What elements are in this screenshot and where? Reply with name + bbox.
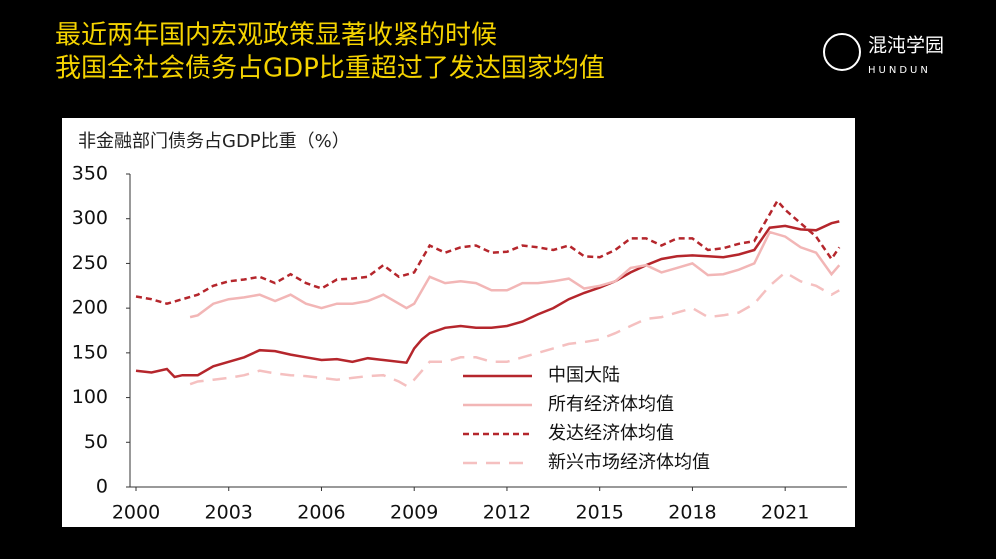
- y-tick-label: 100: [72, 386, 108, 408]
- series-line: [189, 270, 840, 388]
- x-tick-label: 2012: [483, 502, 531, 524]
- x-tick-label: 2006: [297, 502, 345, 524]
- chart-panel: [62, 118, 855, 527]
- x-tick-label: 2009: [390, 502, 438, 524]
- series-line: [189, 230, 841, 319]
- y-tick-label: 250: [72, 252, 108, 274]
- series-line: [135, 220, 840, 379]
- legend-label: 中国大陆: [548, 365, 620, 386]
- y-tick-label: 300: [72, 207, 108, 229]
- x-tick-label: 2000: [112, 502, 160, 524]
- logo-mark: [823, 33, 861, 71]
- x-tick-label: 2015: [576, 502, 624, 524]
- y-tick-label: 150: [72, 341, 108, 363]
- legend-label: 新兴市场经济体均值: [548, 452, 710, 473]
- plot: 0 50 100 150 200 250 300 350 2000 2003 2006 2009 201…: [72, 163, 847, 524]
- chart-title: 非金融部门债务占GDP比重（%）: [78, 131, 350, 152]
- y-tick-label: 350: [72, 163, 108, 185]
- logo-sub: HUNDUN: [868, 65, 931, 76]
- x-tick-label: 2018: [668, 502, 716, 524]
- legend-label: 发达经济体均值: [548, 423, 674, 444]
- slide-title: 最近两年国内宏观政策显著收紧的时候: [55, 21, 497, 51]
- y-tick-label: 0: [96, 476, 108, 498]
- y-tick-label: 200: [72, 297, 108, 319]
- x-tick-label: 2003: [205, 502, 253, 524]
- slide-title: 我国全社会债务占GDP比重超过了发达国家均值: [55, 54, 605, 84]
- y-tick-label: 50: [84, 431, 108, 453]
- legend-label: 所有经济体均值: [548, 394, 674, 415]
- x-tick-label: 2021: [761, 502, 809, 524]
- logo: 混沌学园: [868, 35, 944, 57]
